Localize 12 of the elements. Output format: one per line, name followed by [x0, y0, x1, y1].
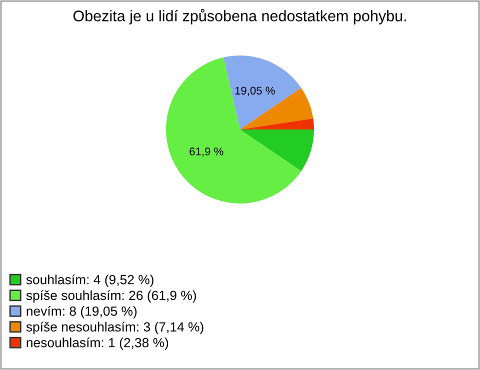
pie-slice	[240, 118, 314, 130]
data-label: 19,05 %	[235, 86, 275, 96]
legend-label: nevím: 8 (19,05 %)	[26, 306, 137, 318]
legend-label: nesouhlasím: 1 (2,38 %)	[26, 337, 168, 350]
pie-slice	[240, 130, 314, 172]
pie-slice	[166, 57, 302, 204]
chart-title: Obezita je u lidí způsobena nedostatkem pohybu.	[73, 8, 406, 24]
legend-label: souhlasím: 4 (9,52 %)	[26, 274, 154, 287]
data-label: 61,9 %	[190, 148, 224, 157]
legend-label: spíše souhlasím: 26 (61,9 %)	[26, 290, 196, 303]
pie-slice	[224, 56, 302, 130]
legend-label: spíše nesouhlasím: 3 (7,14 %)	[26, 322, 204, 334]
